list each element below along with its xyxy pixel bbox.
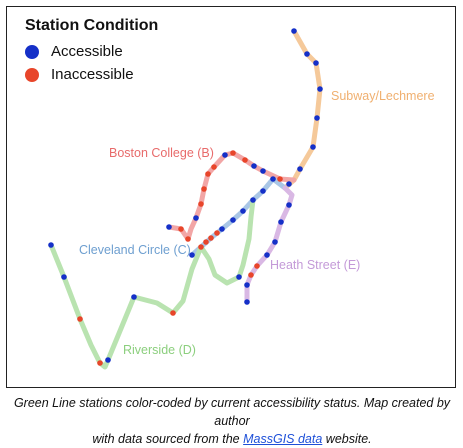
station-accessible xyxy=(278,219,284,225)
station-accessible xyxy=(297,166,303,172)
station-accessible xyxy=(291,28,297,34)
station-inaccessible xyxy=(201,186,207,192)
track-b xyxy=(166,150,297,242)
track-d xyxy=(48,197,256,370)
track-subway xyxy=(282,28,323,191)
track-e xyxy=(244,185,295,305)
map-frame: Subway/Lechmere Boston College (B) Cleve… xyxy=(6,6,456,388)
station-accessible xyxy=(105,357,111,363)
station-accessible xyxy=(240,208,246,214)
station-accessible xyxy=(230,217,236,223)
label-subway: Subway/Lechmere xyxy=(331,89,435,103)
station-inaccessible xyxy=(198,244,204,250)
station-accessible xyxy=(304,51,310,57)
legend-item-accessible: Accessible xyxy=(25,43,158,60)
massgis-data-link[interactable]: MassGIS data xyxy=(243,432,323,446)
station-accessible xyxy=(131,294,137,300)
station-accessible xyxy=(244,282,250,288)
station-inaccessible xyxy=(277,176,283,182)
line-labels: Subway/Lechmere Boston College (B) Cleve… xyxy=(79,89,435,357)
station-inaccessible xyxy=(77,316,83,322)
station-accessible xyxy=(310,144,316,150)
station-inaccessible xyxy=(205,171,211,177)
station-accessible xyxy=(250,197,256,203)
station-accessible xyxy=(189,252,195,258)
station-accessible xyxy=(48,242,54,248)
station-inaccessible xyxy=(248,272,254,278)
label-cleveland-circle: Cleveland Circle (C) xyxy=(79,243,191,257)
station-inaccessible xyxy=(185,236,191,242)
station-accessible xyxy=(219,226,225,232)
figure-caption: Green Line stations color-coded by curre… xyxy=(6,394,458,448)
legend-title: Station Condition xyxy=(25,17,159,34)
caption-line-2-suffix: website. xyxy=(322,432,372,446)
station-accessible xyxy=(251,163,257,169)
station-accessible xyxy=(222,152,228,158)
station-inaccessible xyxy=(254,263,260,269)
station-accessible xyxy=(286,181,292,187)
station-inaccessible xyxy=(170,310,176,316)
station-accessible xyxy=(317,86,323,92)
station-accessible xyxy=(314,115,320,121)
station-accessible xyxy=(272,239,278,245)
station-inaccessible xyxy=(211,164,217,170)
station-inaccessible xyxy=(97,360,103,366)
station-accessible xyxy=(166,224,172,230)
station-inaccessible xyxy=(214,230,220,236)
station-inaccessible xyxy=(208,235,214,241)
station-accessible xyxy=(236,274,242,280)
station-inaccessible xyxy=(203,239,209,245)
station-inaccessible xyxy=(178,226,184,232)
caption-line-1: Green Line stations color-coded by curre… xyxy=(13,396,451,428)
label-heath-street: Heath Street (E) xyxy=(270,258,360,272)
station-accessible xyxy=(264,252,270,258)
legend-label-inaccessible: Inaccessible xyxy=(51,66,134,83)
station-inaccessible xyxy=(198,201,204,207)
station-accessible xyxy=(193,215,199,221)
legend-item-inaccessible: Inaccessible xyxy=(25,66,158,83)
station-accessible xyxy=(260,188,266,194)
station-accessible xyxy=(286,202,292,208)
station-accessible xyxy=(313,60,319,66)
map-canvas: Subway/Lechmere Boston College (B) Cleve… xyxy=(48,28,435,370)
station-accessible xyxy=(270,176,276,182)
station-accessible xyxy=(61,274,67,280)
legend-label-accessible: Accessible xyxy=(51,43,123,60)
station-inaccessible xyxy=(230,150,236,156)
station-inaccessible xyxy=(242,157,248,163)
legend: Station Condition Accessible Inaccessibl… xyxy=(25,17,158,89)
caption-line-2-prefix: with data sourced from the xyxy=(92,432,244,446)
station-accessible xyxy=(244,299,250,305)
inaccessible-dot-icon xyxy=(25,67,39,82)
station-accessible xyxy=(260,168,266,174)
accessible-dot-icon xyxy=(25,44,39,59)
station-markers xyxy=(48,28,323,366)
label-boston-college: Boston College (B) xyxy=(109,146,214,160)
label-riverside: Riverside (D) xyxy=(123,343,196,357)
